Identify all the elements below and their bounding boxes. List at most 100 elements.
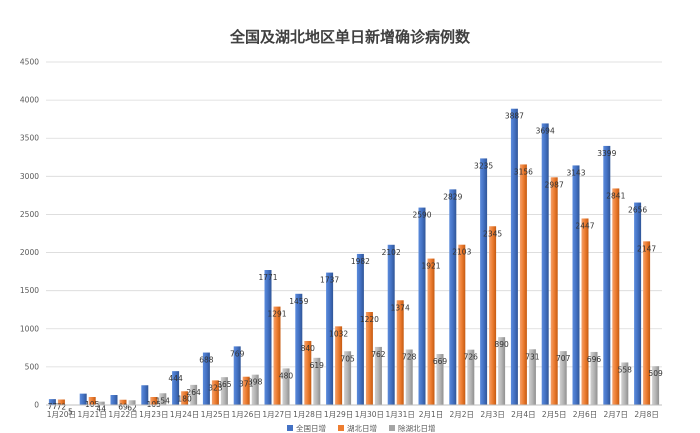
bar-全国日增 — [418, 207, 426, 405]
data-label: 707 — [556, 354, 571, 363]
data-label: 726 — [464, 353, 479, 362]
data-label: 154 — [156, 396, 171, 405]
bar-除湖北日增 — [313, 357, 321, 405]
data-label: 62 — [127, 403, 137, 412]
data-label: 365 — [217, 380, 232, 389]
data-label: 705 — [340, 354, 355, 363]
data-label: 3887 — [505, 112, 524, 121]
y-tick-label: 0 — [34, 401, 39, 410]
data-label: 1220 — [360, 315, 379, 324]
data-label: 1982 — [351, 257, 370, 266]
data-label: 619 — [310, 361, 325, 370]
legend-swatch — [287, 425, 293, 431]
chart-title: 全国及湖北地区单日新增确诊病例数 — [229, 28, 470, 46]
bar-湖北日增 — [181, 391, 189, 405]
x-tick-label: 1月29日 — [324, 410, 353, 419]
bar-全国日增 — [449, 189, 457, 405]
x-tick-label: 1月27日 — [262, 410, 291, 419]
bar-除湖北日增 — [621, 362, 629, 405]
data-label: 509 — [648, 369, 663, 378]
bar-除湖北日增 — [652, 366, 660, 405]
bar-除湖北日增 — [590, 351, 598, 405]
y-tick-label: 4500 — [20, 58, 39, 67]
data-label: 2590 — [412, 211, 431, 220]
bar-湖北日增 — [519, 164, 527, 405]
bar-全国日增 — [356, 253, 364, 405]
data-label: 77 — [48, 402, 58, 411]
bar-湖北日增 — [273, 306, 281, 405]
x-tick-label: 1月31日 — [386, 410, 415, 419]
bar-湖北日增 — [119, 399, 127, 405]
bar-全国日增 — [110, 395, 118, 405]
bar-湖北日增 — [211, 380, 219, 405]
bar-全国日增 — [603, 145, 611, 406]
data-label: 1921 — [421, 262, 440, 271]
bar-除湖北日增 — [282, 368, 290, 405]
x-tick-label: 2月7日 — [604, 410, 629, 419]
bar-湖北日增 — [335, 326, 343, 405]
bar-全国日增 — [572, 165, 580, 405]
bar-全国日增 — [172, 371, 180, 405]
bar-全国日增 — [264, 270, 272, 405]
bar-layer — [48, 108, 660, 406]
data-label: 3399 — [597, 149, 616, 158]
data-label: 2829 — [443, 192, 462, 201]
data-label: 1737 — [320, 276, 339, 285]
bar-全国日增 — [541, 123, 549, 405]
bar-除湖北日增 — [344, 351, 352, 405]
bar-除湖北日增 — [498, 337, 506, 405]
x-tick-label: 1月28日 — [293, 410, 322, 419]
bar-全国日增 — [634, 202, 642, 405]
axis-layer: 0 500 1000 1500 2000 2500 3000 3500 4000 4500 1月20… — [20, 58, 662, 419]
bar-除湖北日增 — [374, 346, 382, 405]
x-tick-label: 1月23日 — [139, 410, 168, 419]
x-tick-label: 2月2日 — [450, 410, 475, 419]
data-label: 1459 — [289, 297, 308, 306]
data-label: 558 — [618, 365, 633, 374]
bar-除湖北日增 — [251, 374, 259, 405]
bar-湖北日增 — [550, 177, 558, 405]
x-tick-label: 2月6日 — [573, 410, 598, 419]
data-label: 480 — [279, 371, 294, 380]
x-tick-label: 2月4日 — [511, 410, 536, 419]
y-tick-label: 1000 — [20, 324, 39, 333]
bar-全国日增 — [480, 158, 488, 405]
data-label: 2447 — [575, 221, 594, 230]
bar-除湖北日增 — [220, 377, 228, 405]
data-label: 1291 — [267, 310, 286, 319]
data-label: 840 — [301, 344, 316, 353]
bar-除湖北日增 — [190, 384, 198, 405]
data-label: 762 — [371, 350, 386, 359]
x-tick-label: 1月21日 — [78, 410, 107, 419]
bar-除湖北日增 — [405, 349, 413, 405]
x-tick-label: 2月1日 — [419, 410, 444, 419]
bar-除湖北日增 — [528, 349, 536, 405]
bar-全国日增 — [510, 108, 518, 406]
y-tick-label: 500 — [25, 362, 40, 371]
bar-全国日增 — [141, 385, 149, 405]
data-label: 105 — [85, 400, 100, 409]
bar-除湖北日增 — [159, 393, 167, 405]
bar-湖北日增 — [489, 226, 497, 405]
bar-湖北日增 — [643, 241, 651, 405]
x-tick-label: 1月26日 — [232, 410, 261, 419]
data-label: 731 — [525, 352, 540, 361]
data-label: 769 — [230, 349, 245, 358]
y-tick-label: 3000 — [20, 172, 39, 181]
bar-湖北日增 — [57, 399, 65, 405]
data-label: 264 — [186, 388, 201, 397]
x-tick-label: 1月25日 — [201, 410, 230, 419]
data-label: 2656 — [628, 206, 647, 215]
legend-label: 全国日增 — [296, 423, 326, 433]
bar-全国日增 — [233, 346, 241, 405]
data-label: 688 — [199, 356, 214, 365]
data-label: 69 — [118, 403, 128, 412]
y-tick-label: 1500 — [20, 286, 39, 295]
bar-湖北日增 — [458, 244, 466, 405]
x-tick-label: 1月22日 — [108, 410, 137, 419]
data-label: 3694 — [536, 126, 555, 135]
data-label: 2345 — [483, 229, 502, 238]
